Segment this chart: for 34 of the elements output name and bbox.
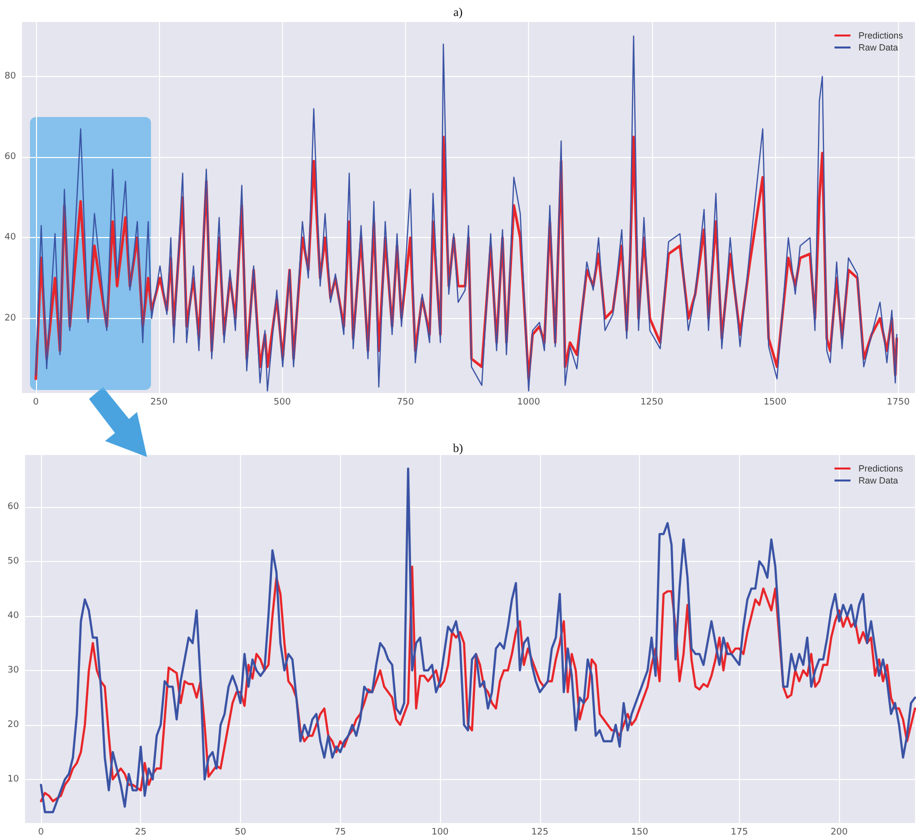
- x-tick-label: 1250: [640, 398, 664, 408]
- x-tick-label: 75: [334, 828, 346, 838]
- y-tick-label: 60: [8, 502, 20, 512]
- legend-label: Predictions: [858, 464, 904, 474]
- y-tick-label: 20: [8, 720, 20, 730]
- x-tick-label: 50: [234, 828, 247, 838]
- y-tick-label: 30: [8, 665, 20, 676]
- y-tick-label: 80: [4, 71, 16, 82]
- x-tick-label: 25: [135, 828, 146, 838]
- x-tick-label: 1000: [517, 398, 540, 408]
- y-tick-label: 10: [8, 774, 20, 784]
- y-tick-label: 40: [4, 232, 16, 243]
- legend-label: Raw Data: [858, 476, 898, 486]
- y-tick-label: 40: [8, 610, 20, 621]
- y-tick-label: 50: [8, 556, 20, 566]
- x-tick-label: 0: [38, 828, 44, 838]
- x-tick-label: 1750: [886, 398, 910, 408]
- chart-title: a): [453, 5, 463, 19]
- x-tick-label: 0: [32, 398, 39, 408]
- x-tick-label: 200: [830, 828, 848, 838]
- chart-title: b): [453, 441, 463, 455]
- x-tick-label: 100: [431, 828, 449, 838]
- x-tick-label: 750: [396, 398, 414, 408]
- y-tick-label: 20: [4, 313, 16, 324]
- x-tick-label: 250: [150, 398, 168, 408]
- x-tick-label: 150: [631, 828, 648, 838]
- x-tick-label: 1500: [764, 398, 787, 408]
- x-tick-label: 125: [531, 828, 548, 838]
- x-tick-label: 175: [730, 828, 748, 838]
- legend-label: Raw Data: [858, 42, 898, 52]
- x-tick-label: 500: [274, 398, 292, 408]
- y-tick-label: 60: [4, 152, 16, 162]
- legend-label: Predictions: [858, 30, 904, 40]
- line-series: [40, 566, 916, 802]
